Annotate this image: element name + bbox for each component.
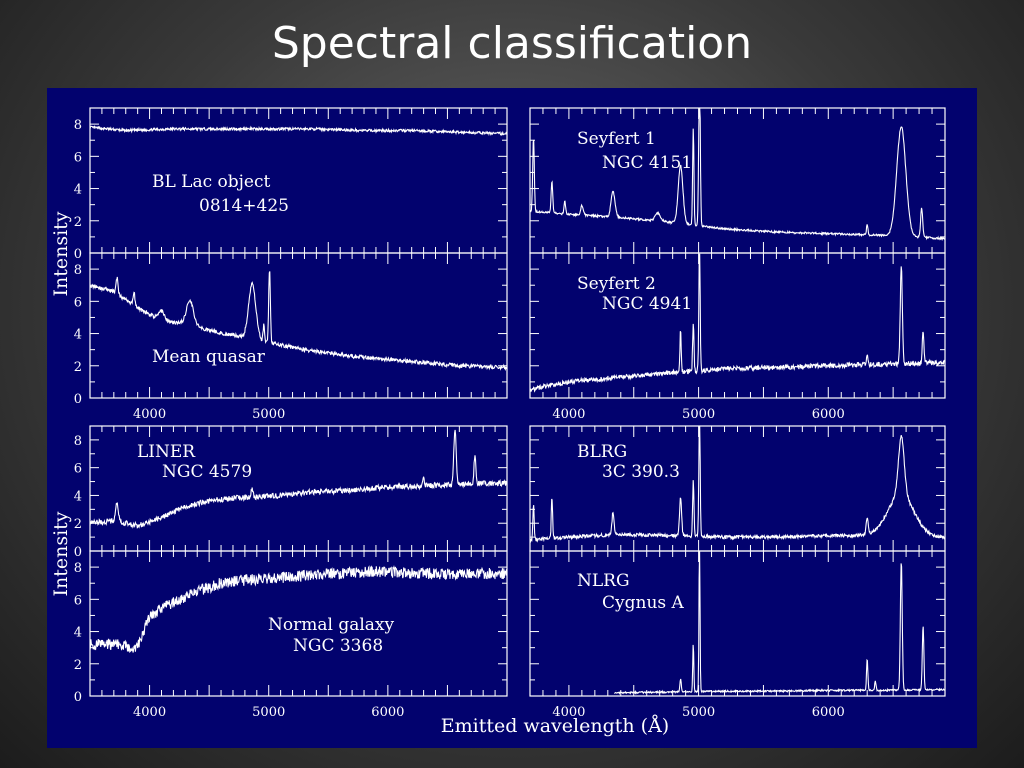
- panel-frame-normal-galaxy: [89, 550, 508, 697]
- object-label-seyfert-1: Seyfert 1: [577, 129, 656, 149]
- spectrum-line-mean-quasar: [89, 271, 508, 372]
- y-tick-label: 6: [74, 295, 82, 310]
- y-tick-label: 4: [74, 626, 82, 641]
- y-tick-label: 0: [74, 690, 82, 705]
- object-label-bl-lac: BL Lac object: [152, 172, 271, 192]
- y-tick-label: 2: [74, 215, 82, 230]
- x-tick-label: 4000: [133, 705, 166, 720]
- object-label-seyfert-1: NGC 4151: [602, 153, 692, 173]
- y-tick-label: 2: [74, 658, 82, 673]
- y-tick-label: 8: [74, 118, 82, 133]
- y-tick-label: 2: [74, 360, 82, 375]
- object-label-seyfert-2: Seyfert 2: [577, 274, 656, 294]
- panel-frame-mean-quasar: [89, 252, 508, 399]
- y-tick-label: 6: [74, 462, 82, 477]
- y-tick-label: 8: [74, 263, 82, 278]
- object-label-nlrg: Cygnus A: [602, 593, 685, 613]
- spectra-plots: Intensity Intensity Emitted wavelength (…: [50, 107, 946, 737]
- y-tick-label: 4: [74, 328, 82, 343]
- spectrum-line-liner: [89, 429, 508, 529]
- y-tick-label: 0: [74, 247, 82, 262]
- x-tick-label: 6000: [371, 705, 404, 720]
- y-tick-label: 4: [74, 489, 82, 504]
- object-label-liner: NGC 4579: [162, 462, 252, 482]
- x-tick-label: 5000: [252, 407, 285, 422]
- spectrum-line-seyfert-1: [529, 107, 945, 241]
- y-tick-label: 8: [74, 561, 82, 576]
- object-label-blrg: BLRG: [577, 442, 627, 462]
- y-tick-label: 4: [74, 183, 82, 198]
- object-label-bl-lac: 0814+425: [199, 196, 289, 216]
- x-tick-label: 4000: [552, 407, 585, 422]
- object-label-normal-galaxy: Normal galaxy: [268, 615, 395, 635]
- object-label-normal-galaxy: NGC 3368: [293, 636, 383, 656]
- y-tick-label: 6: [74, 150, 82, 165]
- x-axis-label: Emitted wavelength (Å): [441, 715, 669, 737]
- y-tick-label: 6: [74, 593, 82, 608]
- slide-title: Spectral classification: [271, 18, 753, 69]
- x-tick-label: 6000: [812, 705, 845, 720]
- y-tick-label: 8: [74, 434, 82, 449]
- spectrum-line-bl-lac: [89, 125, 508, 137]
- spectrum-line-nlrg: [613, 550, 946, 695]
- x-tick-label: 5000: [682, 705, 715, 720]
- spectrum-line-normal-galaxy: [89, 564, 508, 653]
- y-axis-label-bottom: Intensity: [50, 511, 72, 596]
- object-label-seyfert-2: NGC 4941: [602, 294, 692, 314]
- x-tick-label: 4000: [552, 705, 585, 720]
- spectrum-line-blrg: [529, 425, 946, 544]
- object-label-mean-quasar: Mean quasar: [152, 347, 266, 367]
- x-tick-label: 6000: [812, 407, 845, 422]
- y-axis-label-top: Intensity: [50, 211, 72, 296]
- y-tick-label: 0: [74, 392, 82, 407]
- object-label-nlrg: NLRG: [577, 571, 630, 591]
- object-label-blrg: 3C 390.3: [602, 462, 680, 482]
- y-tick-label: 0: [74, 545, 82, 560]
- spectra-figure: Intensity Intensity Emitted wavelength (…: [47, 88, 977, 748]
- x-tick-label: 4000: [133, 407, 166, 422]
- object-label-liner: LINER: [137, 442, 196, 462]
- x-tick-label: 5000: [252, 705, 285, 720]
- spectrum-line-seyfert-2: [529, 253, 945, 393]
- x-tick-label: 5000: [682, 407, 715, 422]
- y-tick-label: 2: [74, 517, 82, 532]
